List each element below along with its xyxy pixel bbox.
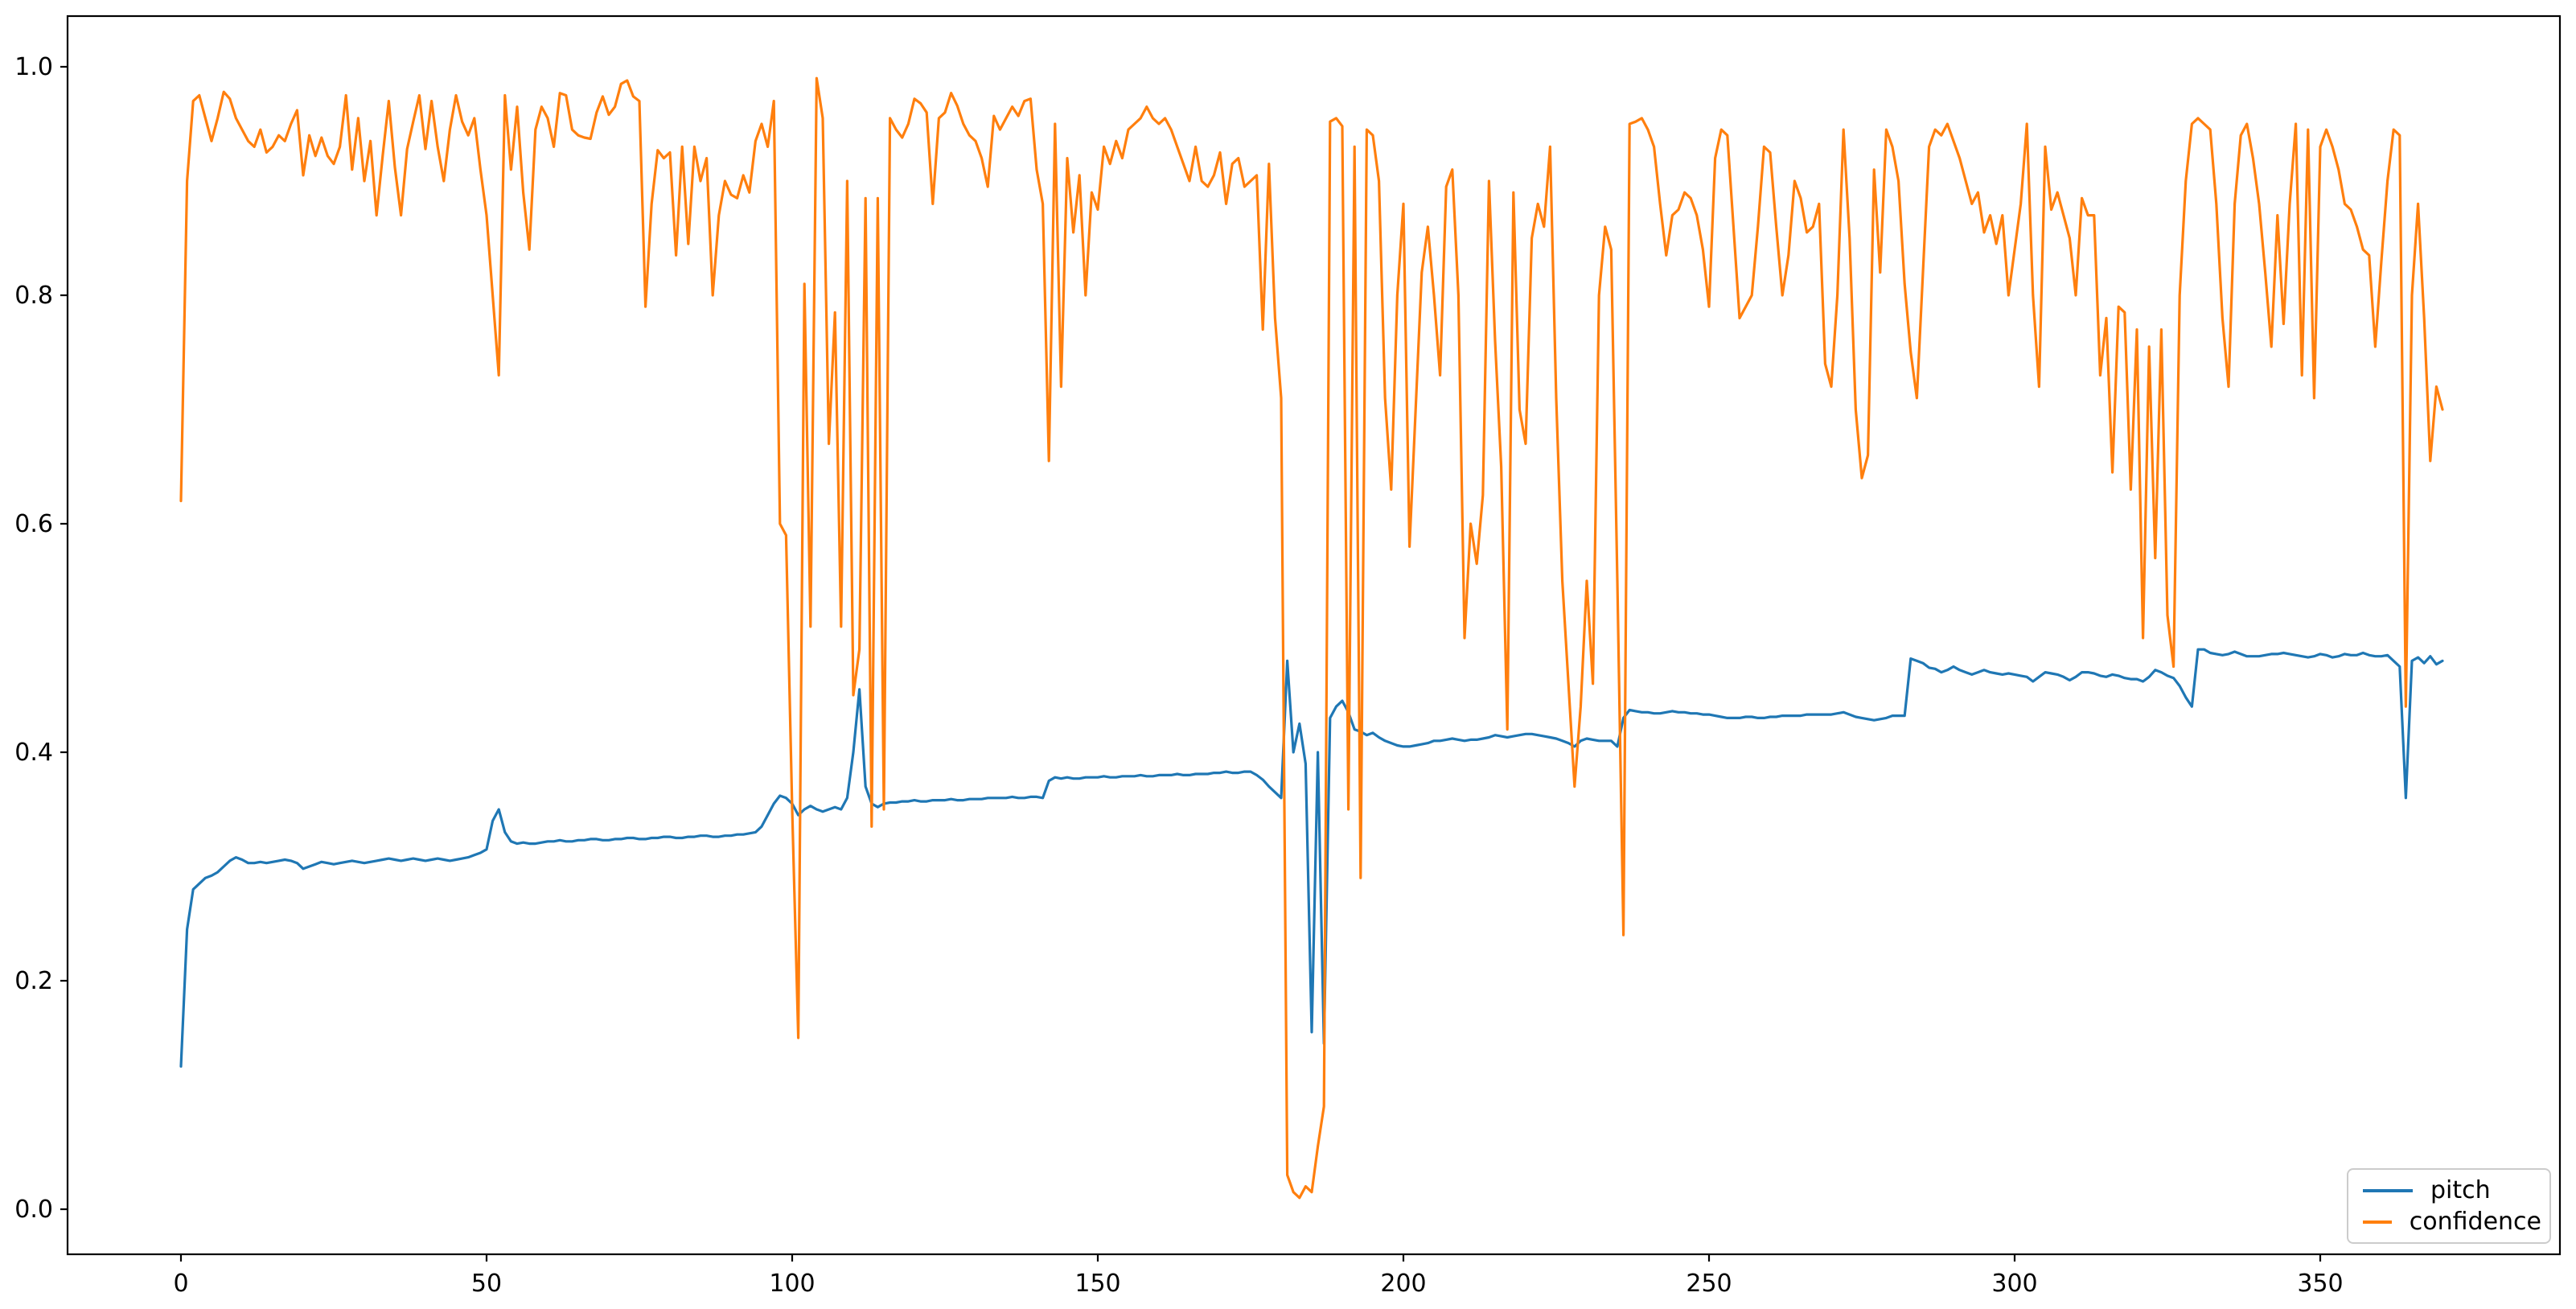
- y-tick-label: 0.4: [14, 739, 53, 767]
- plot-area: [66, 14, 2562, 1256]
- x-tick-label: 50: [471, 1270, 502, 1298]
- y-axis: 0.0 0.2 0.4 0.6 0.8 1.0: [14, 53, 68, 1224]
- y-tick-label: 1.0: [14, 53, 53, 81]
- y-tick-label: 0.2: [14, 967, 53, 995]
- x-tick-label: 250: [1686, 1270, 1732, 1298]
- legend-label-pitch: pitch: [2430, 1175, 2491, 1204]
- x-tick-label: 350: [2297, 1270, 2343, 1298]
- confidence-line-swatch: [2363, 1220, 2392, 1224]
- x-tick-label: 200: [1380, 1270, 1426, 1298]
- pitch-line: [179, 648, 2444, 1068]
- axes-frame: [66, 14, 2562, 1256]
- y-tick-label: 0.8: [14, 282, 53, 310]
- series-lines: [179, 76, 2444, 1200]
- x-tick-label: 100: [769, 1270, 815, 1298]
- x-tick-label: 300: [1991, 1270, 2037, 1298]
- legend: pitch confidence: [2347, 1168, 2551, 1244]
- legend-item-confidence: confidence: [2356, 1207, 2541, 1236]
- legend-label-confidence: confidence: [2409, 1207, 2541, 1236]
- pitch-line-swatch: [2363, 1188, 2413, 1192]
- x-tick-label: 150: [1074, 1270, 1120, 1298]
- y-tick-label: 0.6: [14, 510, 53, 538]
- x-tick-label: 0: [173, 1270, 188, 1298]
- y-tick-label: 0.0: [14, 1196, 53, 1224]
- legend-item-pitch: pitch: [2356, 1175, 2541, 1204]
- confidence-line: [179, 76, 2444, 1200]
- x-axis: 0 50 100 150 200 250 300 350: [173, 1254, 2344, 1298]
